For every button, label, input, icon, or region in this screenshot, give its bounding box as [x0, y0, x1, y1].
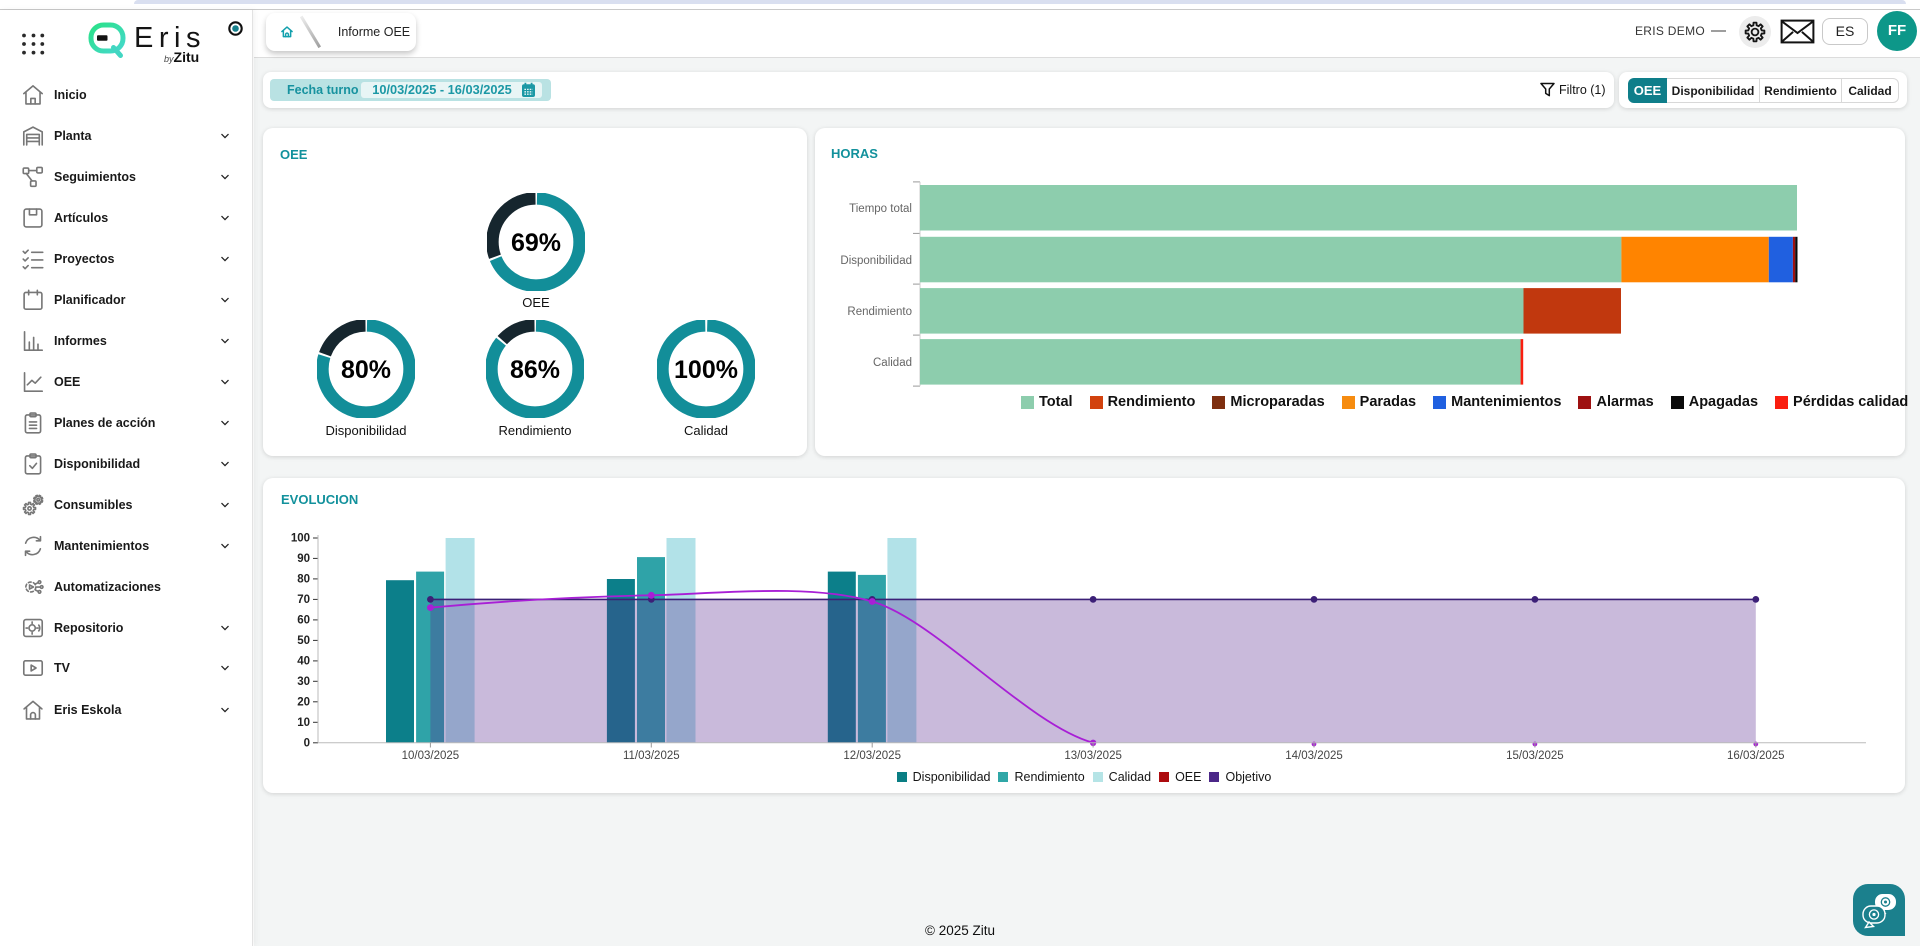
svg-text:50: 50 [297, 635, 310, 647]
svg-text:Disponibilidad: Disponibilidad [840, 255, 912, 267]
svg-text:60: 60 [297, 615, 310, 627]
svg-text:30: 30 [297, 676, 310, 688]
svg-text:11/03/2025: 11/03/2025 [623, 750, 680, 762]
svg-text:Tiempo total: Tiempo total [849, 203, 912, 215]
svg-text:40: 40 [297, 656, 310, 668]
svg-text:16/03/2025: 16/03/2025 [1727, 750, 1785, 762]
svg-text:0: 0 [304, 738, 310, 750]
svg-text:10/03/2025: 10/03/2025 [402, 750, 460, 762]
svg-text:90: 90 [297, 553, 310, 565]
svg-text:14/03/2025: 14/03/2025 [1285, 750, 1343, 762]
svg-text:80: 80 [297, 574, 310, 586]
svg-text:12/03/2025: 12/03/2025 [843, 750, 901, 762]
svg-text:10: 10 [297, 717, 310, 729]
svg-text:13/03/2025: 13/03/2025 [1064, 750, 1122, 762]
svg-text:Calidad: Calidad [873, 357, 912, 369]
svg-text:Rendimiento: Rendimiento [847, 306, 912, 318]
svg-text:15/03/2025: 15/03/2025 [1506, 750, 1564, 762]
svg-text:70: 70 [297, 594, 310, 606]
svg-text:100: 100 [291, 533, 310, 545]
svg-text:20: 20 [297, 697, 310, 709]
